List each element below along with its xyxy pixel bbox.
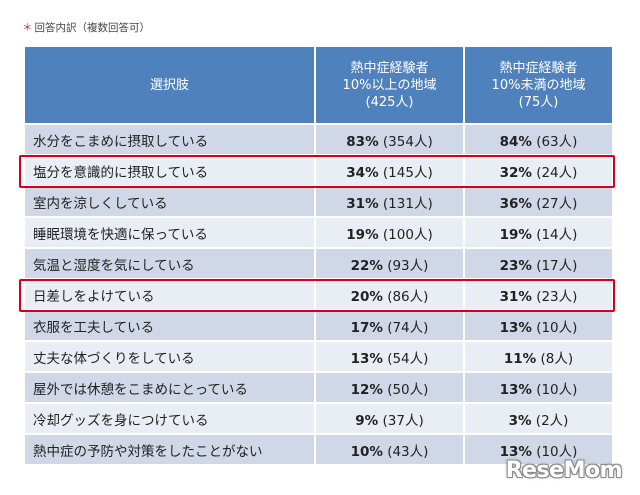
header-row: 選択肢 熱中症経験者 10%以上の地域 (425人) 熱中症経験者 10%未満の… — [25, 47, 612, 125]
note-marker: ＊ — [22, 22, 33, 34]
cell-col1: 31% (131人) — [316, 187, 465, 218]
table-row: 熱中症の予防や対策をしたことがない 10% (43人) 13% (10人) — [25, 435, 612, 466]
note: ＊回答内訳（複数回答可） — [22, 20, 150, 35]
highlight-box-salt — [19, 155, 615, 188]
cell-col1: 20% (86人) — [316, 280, 465, 311]
cell-col2: 3% (2人) — [465, 404, 612, 435]
row-label: 塩分を意識的に摂取している — [25, 156, 316, 187]
cell-col1: 13% (54人) — [316, 342, 465, 373]
table-row: 睡眠環境を快適に保っている 19% (100人) 19% (14人) — [25, 218, 612, 249]
row-label: 衣服を工夫している — [25, 311, 316, 342]
cell-col1: 22% (93人) — [316, 249, 465, 280]
cell-col2: 36% (27人) — [465, 187, 612, 218]
cell-col1: 17% (74人) — [316, 311, 465, 342]
row-label: 熱中症の予防や対策をしたことがない — [25, 435, 316, 466]
cell-col1: 9% (37人) — [316, 404, 465, 435]
table-row: 気温と湿度を気にしている 22% (93人) 23% (17人) — [25, 249, 612, 280]
note-text: 回答内訳（複数回答可） — [34, 22, 151, 34]
row-label: 丈夫な体づくりをしている — [25, 342, 316, 373]
cell-col2: 13% (10人) — [465, 311, 612, 342]
row-label: 屋外では休憩をこまめにとっている — [25, 373, 316, 404]
table-row: 水分をこまめに摂取している 83% (354人) 84% (63人) — [25, 125, 612, 156]
row-label: 睡眠環境を快適に保っている — [25, 218, 316, 249]
cell-col2: 32% (24人) — [465, 156, 612, 187]
row-label: 水分をこまめに摂取している — [25, 125, 316, 156]
table-row: 屋外では休憩をこまめにとっている 12% (50人) 13% (10人) — [25, 373, 612, 404]
highlight-box-sun — [19, 279, 615, 312]
row-label: 冷却グッズを身につけている — [25, 404, 316, 435]
cell-col2: 23% (17人) — [465, 249, 612, 280]
header-col2: 熱中症経験者 10%未満の地域 (75人) — [465, 47, 612, 125]
table-row: 室内を涼しくしている 31% (131人) 36% (27人) — [25, 187, 612, 218]
cell-col1: 19% (100人) — [316, 218, 465, 249]
cell-col1: 83% (354人) — [316, 125, 465, 156]
cell-col1: 10% (43人) — [316, 435, 465, 466]
cell-col2: 84% (63人) — [465, 125, 612, 156]
row-label: 気温と湿度を気にしている — [25, 249, 316, 280]
cell-col2: 11% (8人) — [465, 342, 612, 373]
survey-table: 選択肢 熱中症経験者 10%以上の地域 (425人) 熱中症経験者 10%未満の… — [25, 47, 612, 466]
table-row: 日差しをよけている 20% (86人) 31% (23人) — [25, 280, 612, 311]
cell-col2: 13% (10人) — [465, 435, 612, 466]
cell-col2: 13% (10人) — [465, 373, 612, 404]
table-row: 丈夫な体づくりをしている 13% (54人) 11% (8人) — [25, 342, 612, 373]
row-label: 日差しをよけている — [25, 280, 316, 311]
cell-col1: 12% (50人) — [316, 373, 465, 404]
resemom-logo: ReseMom — [505, 458, 623, 483]
cell-col2: 19% (14人) — [465, 218, 612, 249]
table-row: 衣服を工夫している 17% (74人) 13% (10人) — [25, 311, 612, 342]
header-col1: 熱中症経験者 10%以上の地域 (425人) — [316, 47, 465, 125]
table-row: 冷却グッズを身につけている 9% (37人) 3% (2人) — [25, 404, 612, 435]
cell-col2: 31% (23人) — [465, 280, 612, 311]
table-row: 塩分を意識的に摂取している 34% (145人) 32% (24人) — [25, 156, 612, 187]
row-label: 室内を涼しくしている — [25, 187, 316, 218]
header-option: 選択肢 — [25, 47, 316, 125]
